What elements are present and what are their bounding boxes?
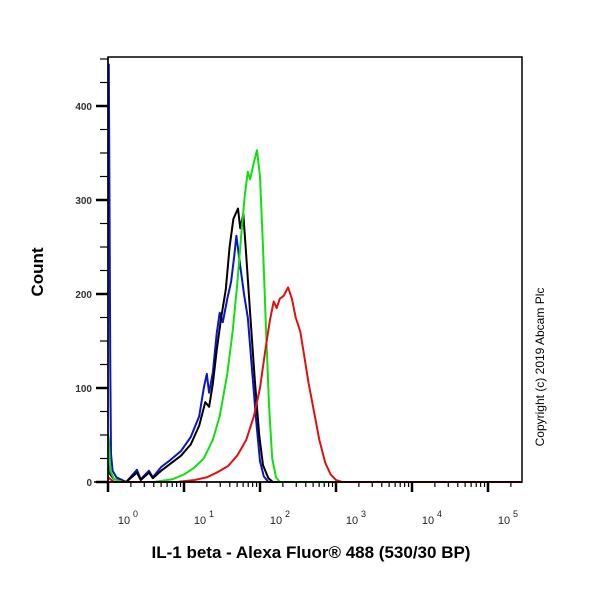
x-tick-exponent: 5 [513,509,518,519]
x-tick-label: 10 [498,515,510,527]
histogram-curves [107,63,522,483]
histogram-series-red [107,286,522,483]
x-tick-exponent: 1 [209,509,214,519]
x-tick-exponent: 0 [133,509,138,519]
y-tick-label: 200 [75,290,92,301]
y-tick-label: 100 [75,384,92,395]
y-axis-label: Count [28,247,47,297]
x-tick-exponent: 3 [361,509,366,519]
histogram-series-green [107,149,522,483]
y-axis: 0 100 200 300 400 [75,57,109,489]
x-tick-label: 10 [118,515,130,527]
x-tick-exponent: 2 [285,509,290,519]
x-tick-label: 10 [422,515,434,527]
x-tick-label: 10 [194,515,206,527]
y-tick-label: 300 [75,196,92,207]
x-axis-label: IL-1 beta - Alexa Fluor® 488 (530/30 BP) [151,543,471,562]
x-tick-exponent: 4 [437,509,442,519]
y-tick-label: 0 [86,478,92,489]
copyright-notice: Copyright (c) 2019 Abcam Plc [533,287,547,447]
histogram-series-black [107,207,522,483]
y-tick-label: 400 [75,102,92,113]
x-tick-label: 10 [346,515,358,527]
x-tick-label: 10 [270,515,282,527]
